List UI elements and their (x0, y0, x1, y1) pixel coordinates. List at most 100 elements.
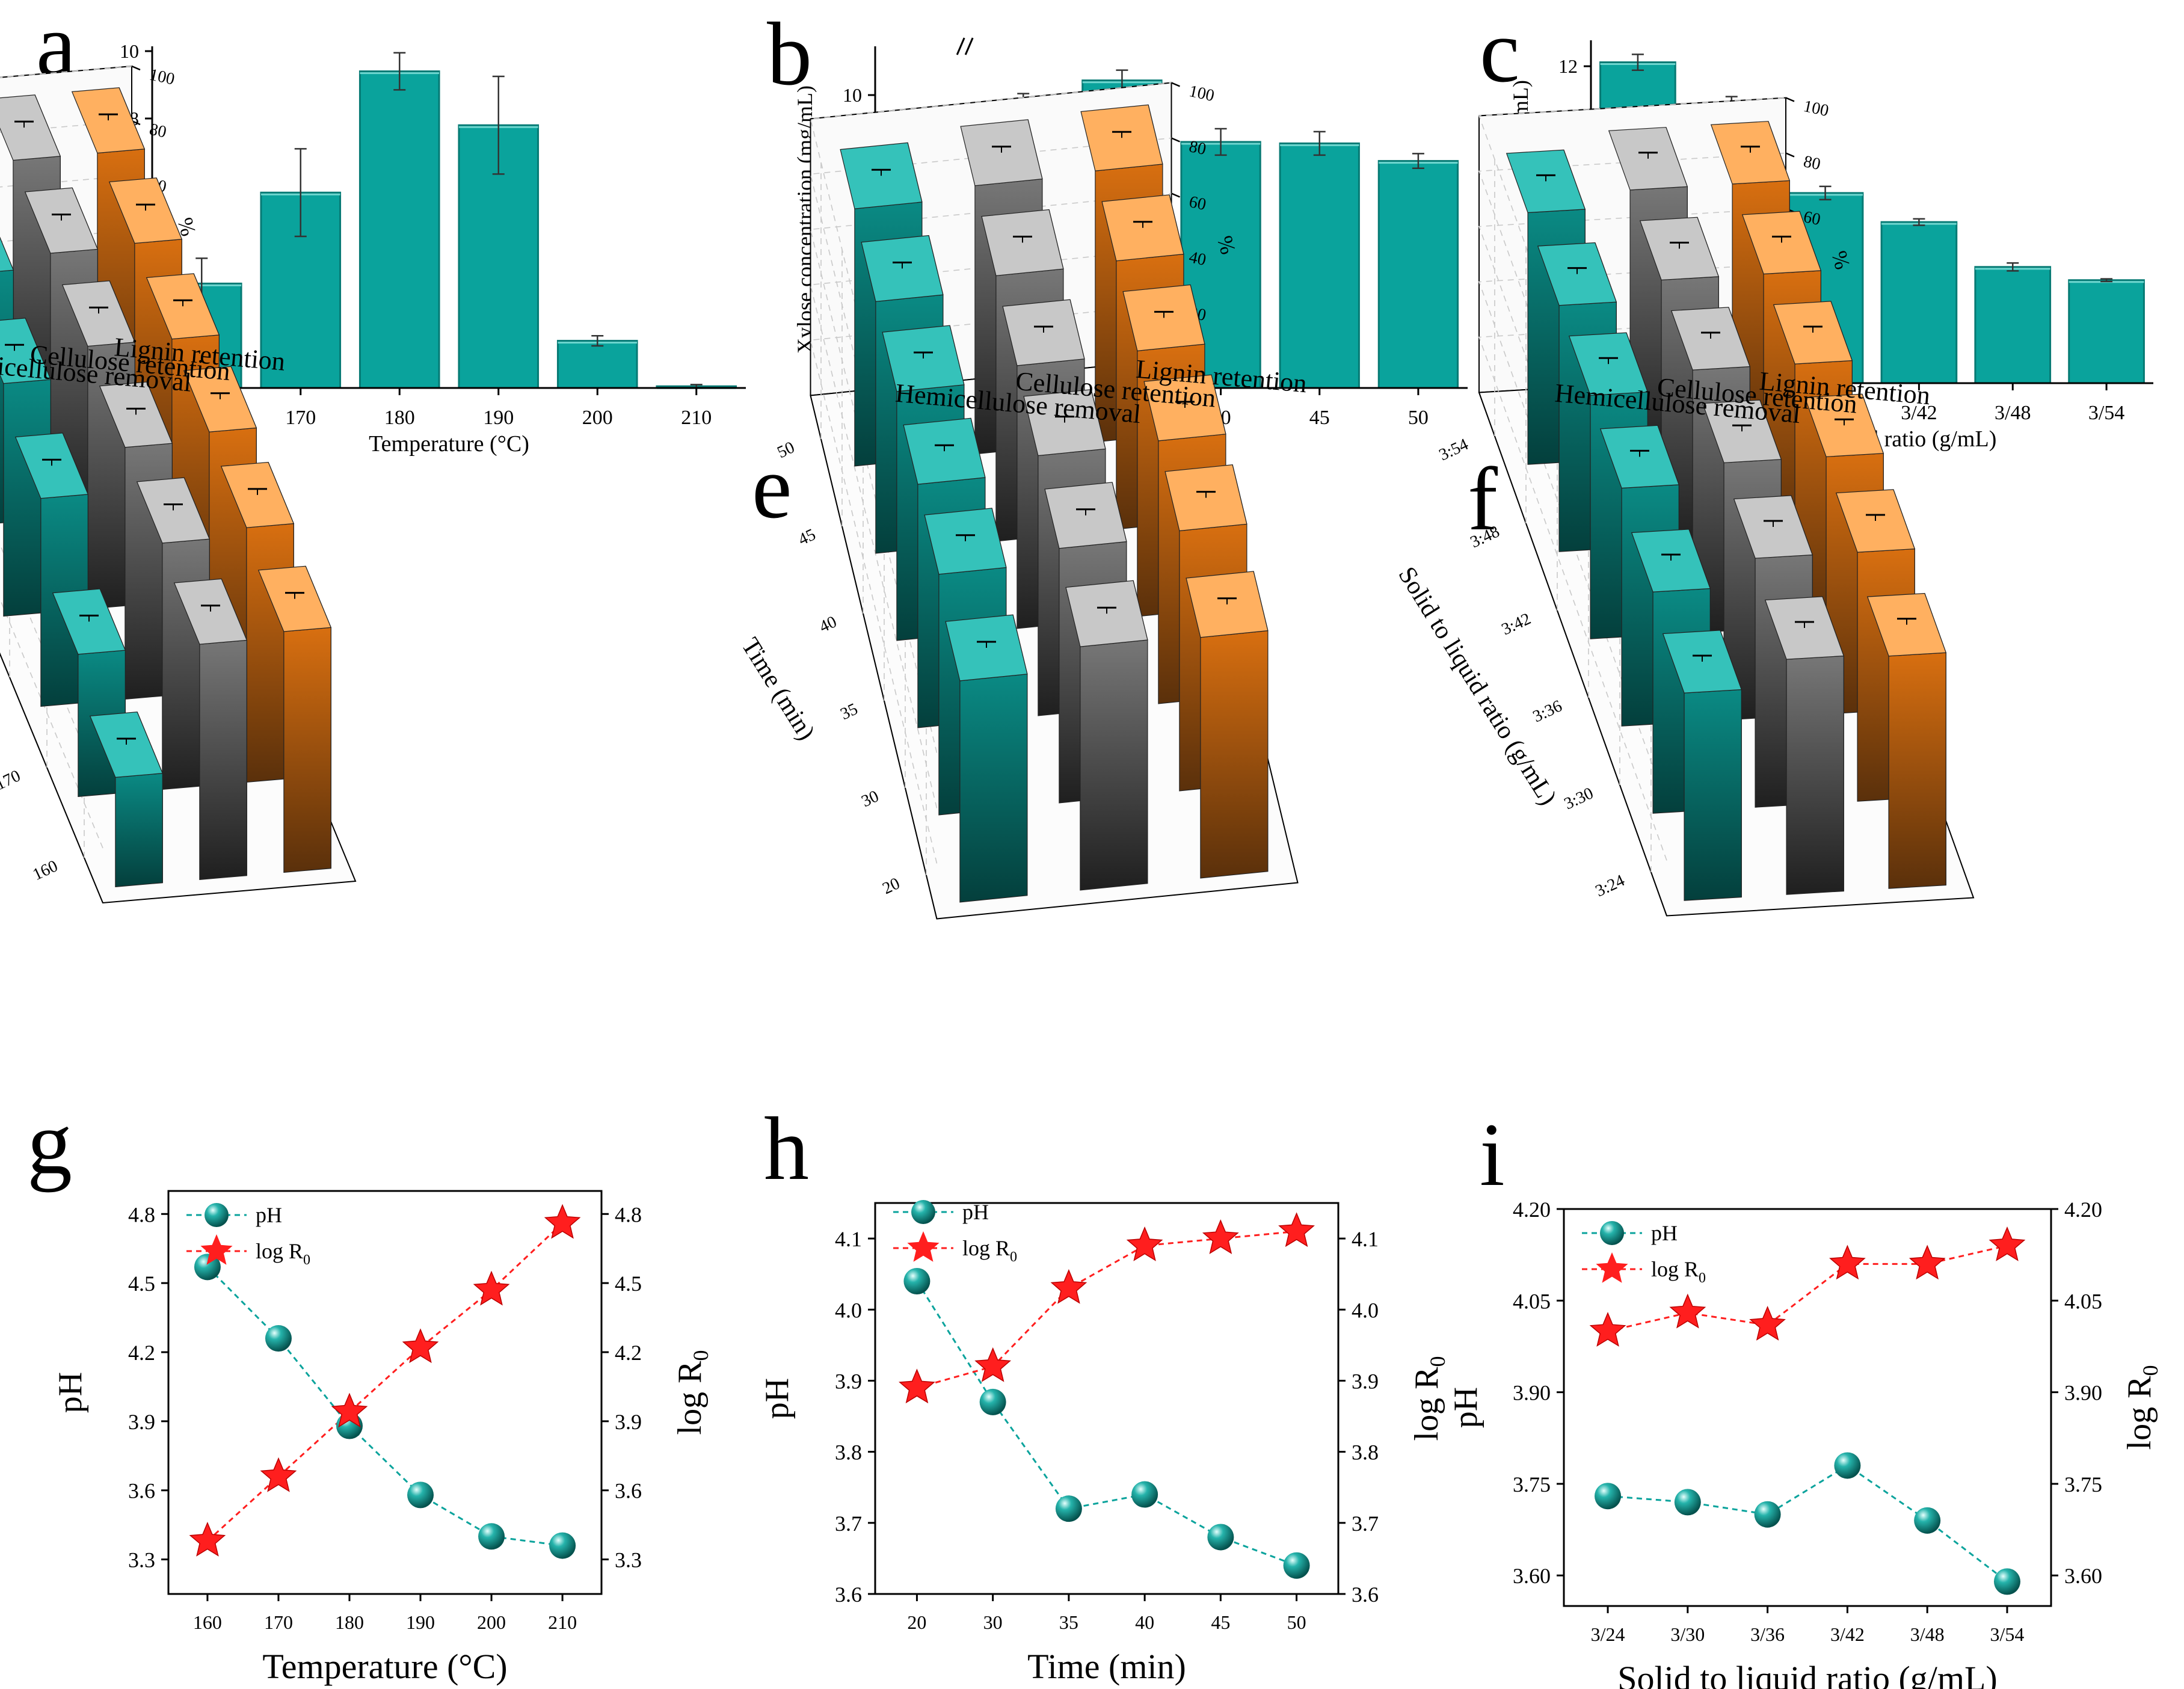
legend-logr-marker (200, 1234, 233, 1265)
grid-line (810, 82, 1172, 642)
logr-point (1749, 1305, 1786, 1341)
x-tick-label: 200 (582, 407, 613, 429)
x-tick-label: 180 (335, 1611, 364, 1633)
z-tick (1171, 82, 1180, 87)
y-axis-label-left: pH (52, 1372, 89, 1413)
y-axis-label-right: log R0 (1408, 1356, 1450, 1441)
y-axis-label-left: pH (758, 1378, 796, 1419)
x-tick-label: 40 (1135, 1611, 1154, 1633)
bar-face-side (1684, 689, 1742, 901)
x-tick-label: 3/54 (1990, 1623, 2025, 1645)
z-tick-label: 100 (1187, 82, 1216, 105)
x-tick-label: 170 (264, 1611, 293, 1633)
category-tick-label: 20 (879, 874, 902, 898)
panel-letter-b: b (767, 4, 812, 104)
ph-point (1754, 1501, 1781, 1528)
x-tick-label: 20 (907, 1611, 926, 1633)
bar (1279, 142, 1360, 389)
y-tick-label-right: 3.6 (615, 1479, 642, 1503)
y-axis-label-right: log R0 (2121, 1365, 2162, 1450)
axis-break-mark (964, 37, 974, 55)
panel-letter-e: e (752, 437, 792, 537)
logr-point (331, 1392, 368, 1428)
x-tick-label: 35 (1059, 1611, 1078, 1633)
x-tick-label: 190 (406, 1611, 435, 1633)
bar (1880, 221, 1958, 384)
bar-face-side (115, 772, 163, 888)
line-chart-h: 3.6 3.6 3.7 3.7 3.8 3.8 3.9 3.9 4.0 4.0 4.1 4.1 20 30… (758, 1200, 1450, 1686)
panel-letter-i: i (1480, 1105, 1505, 1205)
y-tick-label: 4.8 (128, 1202, 155, 1226)
category-tick-label: 3:30 (1561, 784, 1596, 813)
z-tick (1171, 137, 1180, 143)
y-tick-label: 4.05 (1513, 1289, 1551, 1313)
x-axis-label: Temperature (°C) (369, 431, 529, 457)
bar3d-hemicellulose (1662, 630, 1743, 901)
bar-face-top (0, 318, 52, 384)
bar-face-side (199, 639, 247, 881)
y-tick-label: 3.9 (128, 1410, 155, 1434)
x-tick-label: 180 (384, 407, 415, 429)
x-tick-label: 200 (477, 1611, 506, 1633)
logr-point (473, 1270, 510, 1306)
y-tick-label-right: 4.2 (615, 1341, 642, 1365)
ph-point (478, 1523, 505, 1550)
logr-point (1126, 1226, 1163, 1261)
y-tick-label: 3.90 (1513, 1381, 1551, 1405)
z-tick-label: 100 (1802, 97, 1831, 120)
bar-face-top (1080, 104, 1163, 171)
axis-break-mark (956, 37, 965, 55)
x-tick-label: 3/42 (1830, 1623, 1865, 1645)
ph-line (916, 1281, 1297, 1567)
z-tick (131, 65, 141, 71)
z-tick-label: 80 (148, 120, 168, 142)
z-tick (1171, 192, 1180, 198)
y-axis-label-subscript: 0 (2138, 1365, 2162, 1376)
panel-letter-c: c (1480, 1, 1520, 101)
y-tick-label: 3.75 (1513, 1472, 1551, 1497)
ph-point (194, 1254, 221, 1281)
x-tick-label: 50 (1287, 1611, 1306, 1633)
y-tick-label-right: 3.9 (1352, 1369, 1379, 1393)
logr-point (189, 1521, 226, 1557)
logr-line (206, 1222, 564, 1542)
bar3d-cellulose (173, 578, 248, 881)
z-tick (1785, 97, 1795, 102)
logr-point (974, 1347, 1012, 1382)
z-tick-label: 80 (1802, 152, 1823, 174)
legend-ph-marker (1600, 1221, 1624, 1245)
bar (1377, 160, 1459, 389)
legend-ph-label: pH (1651, 1221, 1678, 1245)
x-tick-label: 30 (983, 1611, 1003, 1633)
logr-point (899, 1368, 935, 1404)
ph-point (549, 1532, 576, 1559)
ph-point (1131, 1481, 1158, 1508)
legend-logr-label: log R0 (962, 1236, 1017, 1265)
y-tick-label: 3.9 (835, 1369, 862, 1393)
x-tick-label: 45 (1211, 1611, 1230, 1633)
legend-ph-label: pH (256, 1203, 282, 1227)
y-tick-label: 4.5 (128, 1272, 155, 1296)
category-tick-label: 30 (858, 787, 881, 811)
logr-point (1589, 1312, 1626, 1347)
ph-point (1834, 1452, 1861, 1479)
3d-bar-chart-d: 020406080100%160170180190200210Temperatu… (0, 65, 357, 904)
grid-line (810, 192, 1172, 753)
y-tick-label-right: 3.6 (1352, 1583, 1379, 1607)
bar-face-side (1888, 652, 1946, 889)
bar (556, 340, 638, 389)
x-tick-label: 160 (193, 1611, 222, 1633)
bar-chart-a: 1601701801902002100246810Temperature (°C… (70, 40, 746, 457)
ph-point (1993, 1568, 2020, 1595)
x-axis-label: Solid to liquid ratio (g/mL) (1617, 1659, 1998, 1689)
x-tick-label: 170 (285, 407, 316, 429)
z-tick-label: 40 (1187, 248, 1208, 269)
bar-face-top (924, 508, 1007, 575)
y-tick-label-right: 4.5 (615, 1272, 642, 1296)
logr-point (260, 1457, 297, 1492)
x-axis-label: Temperature (°C) (262, 1647, 507, 1686)
y-tick-label: 3.3 (128, 1548, 155, 1572)
y-tick-label: 3.60 (1513, 1564, 1551, 1588)
bar-face-top (24, 187, 99, 254)
y-tick-label-right: 4.1 (1352, 1227, 1379, 1251)
